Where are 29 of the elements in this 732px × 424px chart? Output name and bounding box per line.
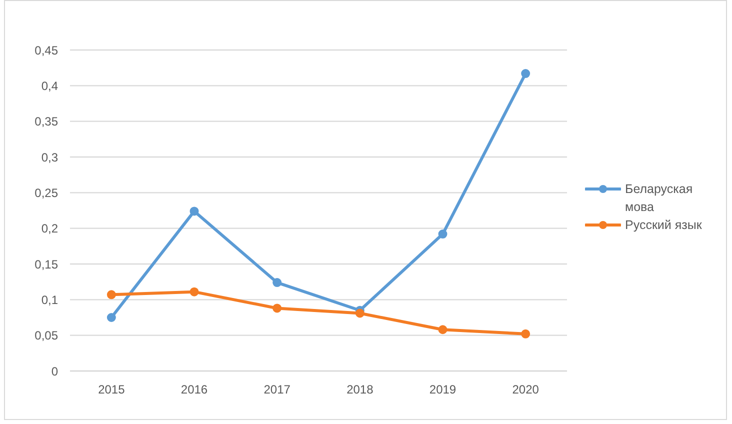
point bbox=[190, 206, 199, 216]
legend-label: Русский язык bbox=[625, 217, 703, 234]
point bbox=[272, 278, 282, 288]
point bbox=[521, 69, 530, 78]
y-tick-label: 0 bbox=[51, 364, 58, 378]
point bbox=[190, 287, 199, 296]
x-tick-label: 2017 bbox=[264, 382, 291, 397]
y-tick-label: 0,25 bbox=[34, 186, 58, 200]
point bbox=[438, 325, 448, 334]
point bbox=[106, 290, 116, 300]
point bbox=[521, 329, 530, 338]
y-tick-label: 0,15 bbox=[34, 257, 58, 272]
x-tick-label: 2018 bbox=[346, 382, 374, 397]
legend-label: Беларуская мова bbox=[625, 181, 694, 216]
y-tick-label: 0,3 bbox=[41, 150, 58, 164]
point bbox=[355, 308, 364, 318]
y-tick-label: 0,45 bbox=[34, 43, 58, 58]
point bbox=[106, 313, 116, 322]
point bbox=[438, 230, 448, 239]
y-tick-label: 0,1 bbox=[41, 292, 58, 307]
y-tick-label: 0,2 bbox=[41, 222, 58, 236]
x-tick-label: 2019 bbox=[429, 382, 456, 397]
x-tick-label: 2020 bbox=[512, 382, 540, 397]
y-tick-label: 0,35 bbox=[34, 114, 58, 129]
y-tick-label: 0,4 bbox=[41, 78, 58, 93]
point bbox=[272, 304, 282, 313]
x-tick-label: 2016 bbox=[180, 382, 208, 397]
x-tick-label: 2015 bbox=[98, 382, 126, 397]
y-tick-label: 0,05 bbox=[34, 328, 58, 343]
